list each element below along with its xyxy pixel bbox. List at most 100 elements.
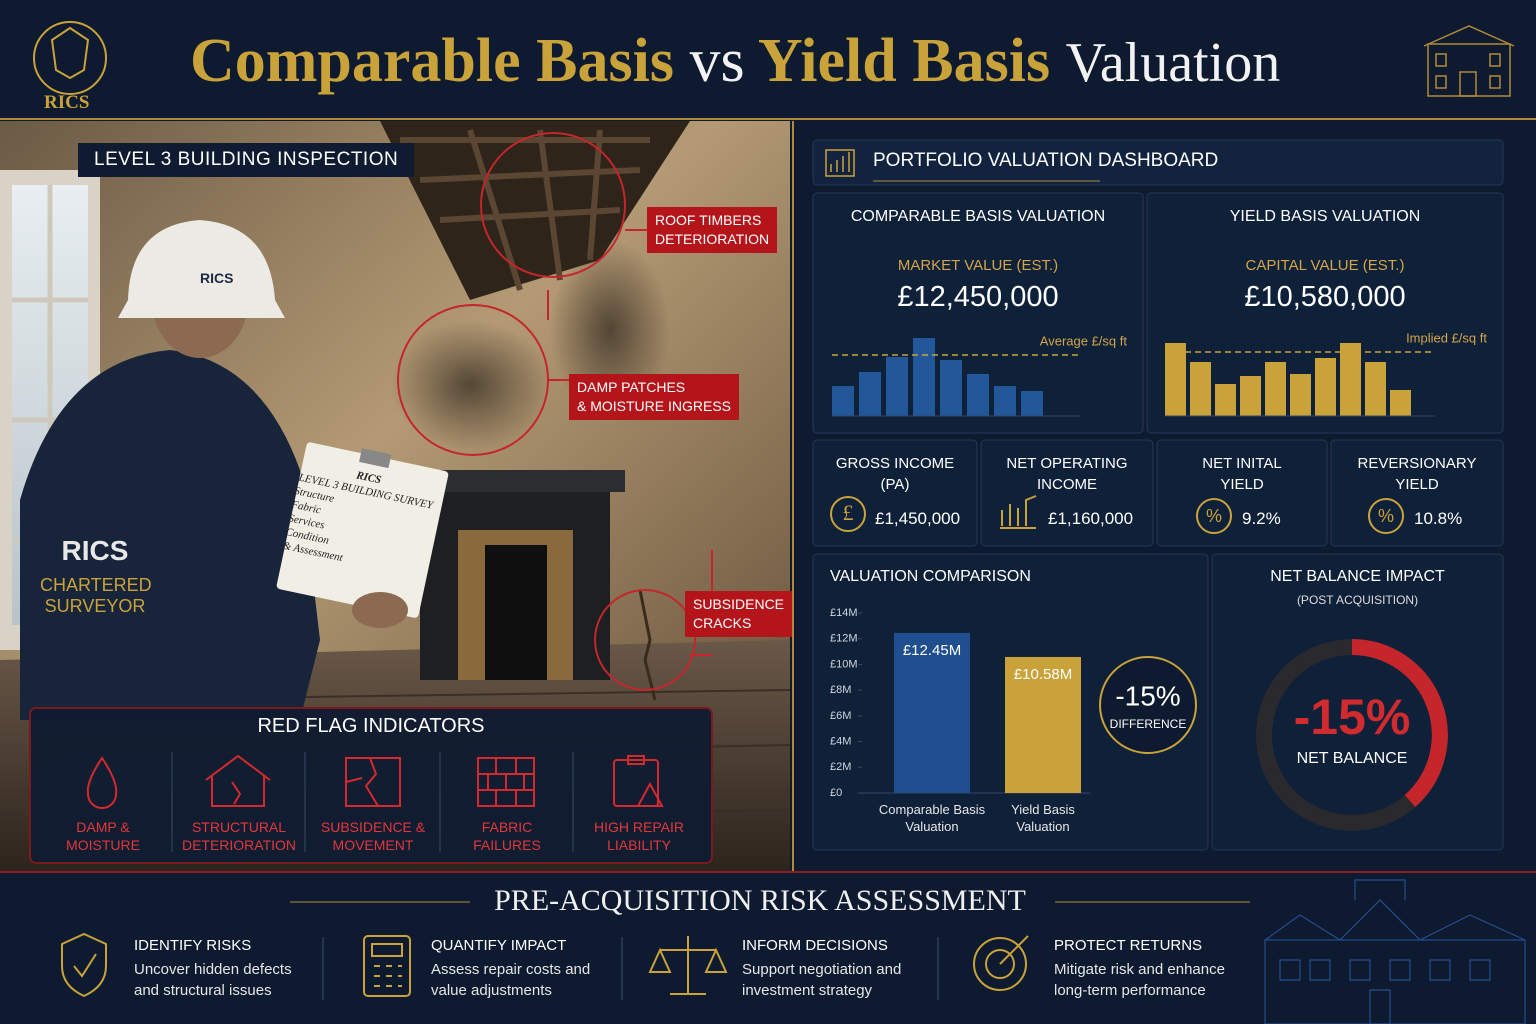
kpi-label: GROSS INCOME (PA) [813,453,977,495]
feature-heading: QUANTIFY IMPACT [431,937,567,954]
red-flag-label: STRUCTURAL [191,819,287,835]
kpi-value: 9.2% [1242,509,1281,528]
feature-text: value adjustments [431,982,552,999]
callout-line: DAMP PATCHES [577,379,686,395]
bar [1390,390,1411,416]
card-value: £12,450,000 [897,281,1059,313]
red-flag-label: SUBSIDENCE & [320,819,426,835]
feature-text: Uncover hidden defects [134,961,292,978]
title-part: Yield Basis [757,27,1051,95]
bar [913,338,935,416]
card-subtitle: CAPITAL VALUE (EST.) [1245,257,1405,274]
kpi-label: NET INITAL YIELD [1157,453,1327,495]
kpi-value: 10.8% [1414,509,1463,528]
helmet-text: RICS [200,270,234,286]
red-flag-label: DAMP & [76,819,130,835]
feature-text: investment strategy [742,982,873,999]
svg-text:%: % [1206,506,1222,526]
jacket-line: RICS [61,535,129,566]
feature-text: Mitigate risk and enhance [1054,961,1225,978]
bar [859,372,881,416]
kpi-label-line: REVERSIONARY [1357,455,1477,472]
svg-text:£: £ [843,500,854,525]
kpi-label-line: YIELD [1220,476,1264,493]
reference-label: Average £/sq ft [1040,333,1128,348]
net-balance-value: -15% [1293,689,1411,745]
feature-text: Assess repair costs and [431,961,591,978]
net-balance-title: NET BALANCE IMPACT [1270,568,1445,585]
bar [1005,656,1081,793]
feature-heading: INFORM DECISIONS [742,937,888,954]
kpi-label-line: NET OPERATING [1006,455,1128,472]
y-tick-label: £8M [830,684,851,696]
bar [894,632,970,793]
net-balance-subtitle: (POST ACQUISITION) [1296,593,1419,607]
title-part: Valuation [1065,32,1281,94]
y-tick-label: £4M [830,735,851,747]
annotation-value: -15% [1115,680,1180,711]
red-flag-item: FABRIC FAILURES [440,818,574,854]
red-flag-label: DETERIORATION [181,837,297,853]
callout: SUBSIDENCE CRACKS [685,591,793,637]
callout-line: CRACKS [693,615,752,631]
logo-text: RICS [44,92,90,113]
kpi-label: NET OPERATING INCOME [981,453,1153,495]
dashboard-title: PORTFOLIO VALUATION DASHBOARD [873,150,1219,171]
bar [967,374,989,416]
feature-heading: IDENTIFY RISKS [134,937,252,954]
kpi-label-line: YIELD [1395,476,1439,493]
bar [1265,362,1286,416]
jacket-line: CHARTERED [40,575,152,595]
red-flag-label: MOVEMENT [332,837,414,853]
bar [1240,376,1261,416]
y-tick-label: £14M [830,607,858,619]
kpi-label-line: (PA) [880,476,910,493]
y-tick-label: £2M [830,761,851,773]
x-tick-label: Yield Basis Valuation [1011,802,1075,834]
inspection-badge: LEVEL 3 BUILDING INSPECTION [78,143,415,177]
chart-title: VALUATION COMPARISON [830,568,1031,585]
bar [1290,374,1311,416]
red-flag-item: SUBSIDENCE & MOVEMENT [306,818,440,854]
red-flags-title: RED FLAG INDICATORS [257,715,485,737]
callout-line: & MOISTURE INGRESS [577,398,732,414]
bar [940,360,962,416]
bar [1215,384,1236,416]
bar [1315,358,1336,416]
card-subtitle: MARKET VALUE (EST.) [897,257,1059,274]
red-flag-item: STRUCTURAL DETERIORATION [172,818,306,854]
bar [1340,343,1361,416]
red-flag-label: LIABILITY [607,837,671,853]
bar [1365,362,1386,416]
callout: ROOF TIMBERS DETERIORATION [647,207,778,253]
red-flag-item: DAMP & MOISTURE [36,818,170,854]
red-flag-label: FABRIC [481,819,533,835]
kpi-label: REVERSIONARY YIELD [1331,453,1503,495]
y-tick-label: £10M [830,658,858,670]
bar [886,357,908,416]
title: Comparable Basis vs Yield Basis Valuatio… [190,24,1280,100]
callout: DAMP PATCHES & MOISTURE INGRESS [569,374,740,420]
jacket-text: RICS CHARTERED SURVEYOR [40,535,152,617]
red-flag-item: HIGH REPAIR LIABILITY [572,818,706,854]
red-flag-label: HIGH REPAIR [594,819,684,835]
red-flag-label: MOISTURE [66,837,140,853]
y-tick-label: £6M [830,710,851,722]
y-tick-label: £12M [830,633,858,645]
feature-text: Support negotiation and [742,961,902,978]
bar [994,386,1016,416]
bar [1165,343,1186,416]
callout-line: DETERIORATION [655,231,770,247]
callout-line: ROOF TIMBERS [655,212,762,228]
callout-line: SUBSIDENCE [693,596,785,612]
kpi-label-line: GROSS INCOME [835,455,955,472]
annotation-label: DIFFERENCE [1110,717,1187,731]
bar [1190,362,1211,416]
red-flag-label: FAILURES [473,837,541,853]
feature-text: and structural issues [134,982,272,999]
reference-label: Implied £/sq ft [1406,330,1487,345]
card-title: COMPARABLE BASIS VALUATION [850,208,1106,225]
footer-title: PRE-ACQUISITION RISK ASSESSMENT [494,884,1026,917]
